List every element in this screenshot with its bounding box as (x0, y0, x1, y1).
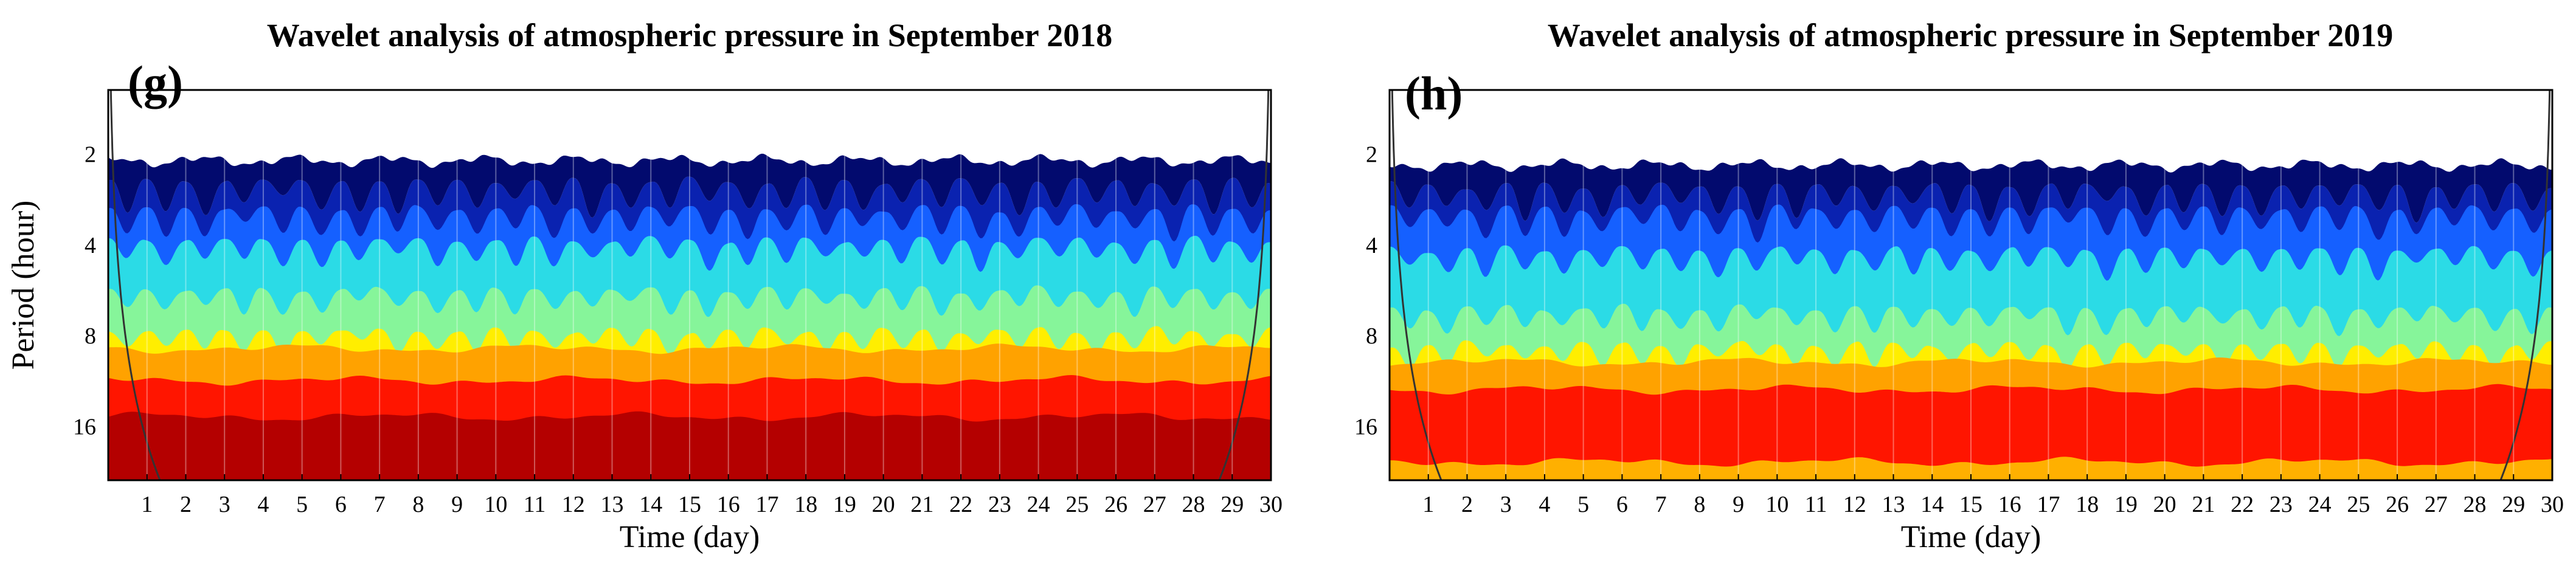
x-tick-label: 8 (412, 492, 424, 517)
x-tick-label: 10 (484, 492, 507, 517)
x-tick-label: 24 (2308, 492, 2332, 517)
y-tick-label: 4 (1366, 233, 1377, 258)
x-tick-label: 9 (451, 492, 463, 517)
x-tick-label: 5 (296, 492, 308, 517)
x-tick-label: 3 (1500, 492, 1512, 517)
x-tick-label: 30 (1259, 492, 1283, 517)
cone-of-influence-left (1391, 90, 1442, 480)
chart-title: Wavelet analysis of atmospheric pressure… (267, 17, 1112, 53)
x-tick-label: 16 (717, 492, 740, 517)
chart-title: Wavelet analysis of atmospheric pressure… (1548, 17, 2393, 53)
x-tick-label: 27 (2425, 492, 2448, 517)
x-tick-label: 20 (872, 492, 895, 517)
y-tick-label: 16 (1354, 414, 1377, 439)
x-axis-label: Time (day) (1901, 520, 2041, 554)
x-tick-label: 15 (1959, 492, 1982, 517)
wavelet-panel: 1 2 3 4 5 6 7 8 9 10 11 12 13 14 15 16 17 18 19 20 21 22 23 24 2… (6, 17, 1283, 554)
x-tick-label: 16 (1998, 492, 2021, 517)
x-tick-label: 28 (2463, 492, 2487, 517)
y-tick-label: 2 (1366, 142, 1377, 168)
x-tick-label: 5 (1577, 492, 1589, 517)
y-tick-label: 4 (85, 233, 96, 258)
y-tick-label: 8 (85, 323, 96, 349)
x-tick-label: 4 (257, 492, 269, 517)
contour-level (1390, 384, 2552, 480)
x-tick-label: 12 (1843, 492, 1866, 517)
x-tick-label: 14 (1920, 492, 1944, 517)
contour-level (108, 411, 1271, 480)
cone-of-influence-left (109, 90, 161, 480)
y-tick-label: 16 (73, 414, 96, 439)
x-tick-label: 18 (794, 492, 817, 517)
y-tick-label: 8 (1366, 323, 1377, 349)
x-tick-label: 12 (562, 492, 585, 517)
x-tick-label: 27 (1143, 492, 1166, 517)
y-axis-label: Period (hour) (6, 201, 41, 370)
x-tick-label: 13 (601, 492, 624, 517)
x-tick-label: 23 (2270, 492, 2293, 517)
x-tick-label: 11 (524, 492, 546, 517)
x-tick-label: 26 (2386, 492, 2409, 517)
x-tick-label: 7 (374, 492, 386, 517)
x-tick-label: 3 (219, 492, 230, 517)
x-tick-label: 17 (755, 492, 778, 517)
x-tick-label: 25 (1065, 492, 1089, 517)
x-tick-label: 17 (2037, 492, 2060, 517)
x-tick-label: 2 (1461, 492, 1473, 517)
x-tick-label: 7 (1655, 492, 1667, 517)
wavelet-panel: 1 2 3 4 5 6 7 8 9 10 11 12 13 14 15 16 17 18 19 20 21 22 23 24 2… (1354, 17, 2564, 554)
cone-of-influence-right (2499, 90, 2551, 480)
y-tick-label: 2 (85, 142, 96, 168)
panel-label: (h) (1405, 67, 1463, 120)
x-tick-label: 15 (678, 492, 701, 517)
x-tick-label: 19 (2114, 492, 2138, 517)
x-tick-label: 18 (2076, 492, 2099, 517)
x-tick-label: 29 (1220, 492, 1244, 517)
x-tick-label: 6 (335, 492, 347, 517)
contour-level (108, 153, 1271, 218)
x-tick-label: 28 (1182, 492, 1205, 517)
x-tick-label: 14 (639, 492, 662, 517)
x-tick-label: 20 (2153, 492, 2176, 517)
x-tick-label: 6 (1616, 492, 1628, 517)
x-tick-label: 21 (2192, 492, 2215, 517)
x-tick-label: 25 (2347, 492, 2370, 517)
power-spectrum (108, 90, 1271, 480)
x-tick-label: 29 (2502, 492, 2525, 517)
x-tick-label: 2 (180, 492, 192, 517)
x-tick-label: 11 (1805, 492, 1827, 517)
x-tick-label: 26 (1104, 492, 1127, 517)
contour-level (1390, 158, 2552, 223)
x-tick-label: 30 (2541, 492, 2564, 517)
x-tick-label: 19 (833, 492, 856, 517)
x-tick-label: 21 (910, 492, 933, 517)
x-tick-label: 10 (1765, 492, 1788, 517)
x-tick-label: 22 (949, 492, 972, 517)
x-axis-label: Time (day) (620, 520, 760, 554)
contour-level (1390, 457, 2552, 480)
x-tick-label: 8 (1694, 492, 1705, 517)
x-tick-label: 1 (141, 492, 153, 517)
panel-label: (g) (128, 56, 183, 109)
x-tick-label: 23 (988, 492, 1011, 517)
x-tick-label: 9 (1733, 492, 1744, 517)
x-tick-label: 1 (1422, 492, 1434, 517)
x-tick-label: 24 (1027, 492, 1050, 517)
power-spectrum (1390, 90, 2552, 480)
cone-of-influence-right (1218, 90, 1270, 480)
x-tick-label: 13 (1882, 492, 1905, 517)
x-tick-label: 22 (2231, 492, 2254, 517)
x-tick-label: 4 (1539, 492, 1550, 517)
